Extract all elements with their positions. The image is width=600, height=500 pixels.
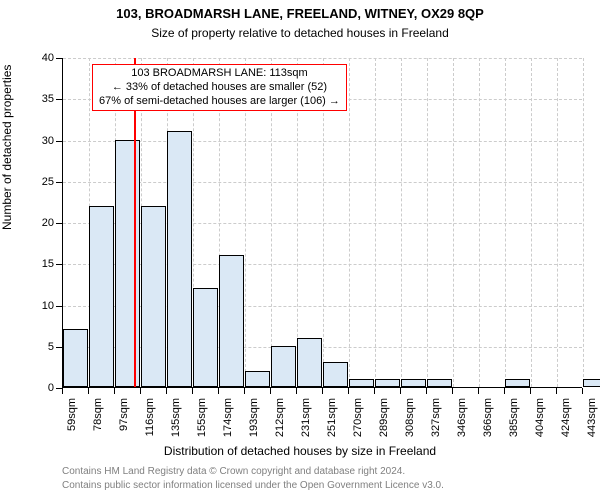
x-tick (62, 388, 63, 394)
y-tick-label: 10 (28, 300, 54, 312)
gridline-v (479, 58, 480, 387)
x-tick-label: 424sqm (560, 398, 572, 448)
annotation-line: 103 BROADMARSH LANE: 113sqm (99, 67, 340, 81)
y-tick-label: 25 (28, 176, 54, 188)
x-tick (114, 388, 115, 394)
x-tick (478, 388, 479, 394)
x-tick (270, 388, 271, 394)
y-tick (56, 306, 62, 307)
gridline-v (531, 58, 532, 387)
gridline-v (557, 58, 558, 387)
histogram-bar (427, 379, 452, 387)
gridline-v (453, 58, 454, 387)
x-tick-label: 212sqm (274, 398, 286, 448)
x-tick-label: 289sqm (378, 398, 390, 448)
histogram-bar (505, 379, 530, 387)
x-axis-title: Distribution of detached houses by size … (0, 444, 600, 458)
x-tick-label: 346sqm (456, 398, 468, 448)
x-tick (244, 388, 245, 394)
x-tick (88, 388, 89, 394)
histogram-bar (401, 379, 426, 387)
x-tick-label: 155sqm (196, 398, 208, 448)
histogram-bar (245, 371, 270, 388)
y-tick-label: 30 (28, 135, 54, 147)
x-tick (400, 388, 401, 394)
y-tick (56, 182, 62, 183)
x-tick (166, 388, 167, 394)
histogram-bar (89, 206, 114, 388)
gridline-v (375, 58, 376, 387)
y-tick-label: 20 (28, 217, 54, 229)
histogram-bar (271, 346, 296, 387)
chart-subtitle: Size of property relative to detached ho… (0, 26, 600, 40)
x-tick-label: 251sqm (326, 398, 338, 448)
y-tick (56, 223, 62, 224)
chart-container: 103, BROADMARSH LANE, FREELAND, WITNEY, … (0, 0, 600, 500)
x-tick (192, 388, 193, 394)
annotation-box: 103 BROADMARSH LANE: 113sqm← 33% of deta… (92, 64, 347, 111)
x-tick (504, 388, 505, 394)
histogram-bar (297, 338, 322, 388)
histogram-bar (219, 255, 244, 387)
x-tick (452, 388, 453, 394)
x-tick (556, 388, 557, 394)
histogram-bar (115, 140, 140, 388)
y-tick-label: 40 (28, 52, 54, 64)
y-tick-label: 5 (28, 341, 54, 353)
x-tick-label: 231sqm (300, 398, 312, 448)
gridline-v (349, 58, 350, 387)
x-tick-label: 193sqm (248, 398, 260, 448)
gridline-v (583, 58, 584, 387)
x-tick (530, 388, 531, 394)
y-tick-label: 15 (28, 258, 54, 270)
x-tick (296, 388, 297, 394)
gridline-v (505, 58, 506, 387)
histogram-bar (167, 131, 192, 387)
x-tick-label: 327sqm (430, 398, 442, 448)
histogram-bar (63, 329, 88, 387)
chart-title: 103, BROADMARSH LANE, FREELAND, WITNEY, … (0, 6, 600, 21)
x-tick-label: 366sqm (482, 398, 494, 448)
x-tick (374, 388, 375, 394)
x-tick-label: 116sqm (144, 398, 156, 448)
histogram-bar (323, 362, 348, 387)
histogram-bar (583, 379, 600, 387)
x-tick (582, 388, 583, 394)
x-tick (140, 388, 141, 394)
y-tick (56, 347, 62, 348)
footer-line: Contains HM Land Registry data © Crown c… (62, 466, 405, 477)
x-tick-label: 97sqm (118, 398, 130, 448)
x-tick (426, 388, 427, 394)
x-tick-label: 308sqm (404, 398, 416, 448)
y-tick-label: 0 (28, 382, 54, 394)
gridline-v (427, 58, 428, 387)
x-tick-label: 135sqm (170, 398, 182, 448)
annotation-line: ← 33% of detached houses are smaller (52… (99, 81, 340, 95)
annotation-line: 67% of semi-detached houses are larger (… (99, 95, 340, 109)
histogram-bar (375, 379, 400, 387)
y-tick (56, 141, 62, 142)
y-tick (56, 99, 62, 100)
x-tick-label: 443sqm (586, 398, 598, 448)
x-tick-label: 59sqm (66, 398, 78, 448)
x-tick-label: 404sqm (534, 398, 546, 448)
y-tick (56, 58, 62, 59)
x-tick-label: 174sqm (222, 398, 234, 448)
histogram-bar (349, 379, 374, 387)
x-tick (348, 388, 349, 394)
x-tick-label: 270sqm (352, 398, 364, 448)
y-tick-label: 35 (28, 93, 54, 105)
x-tick-label: 78sqm (92, 398, 104, 448)
y-tick (56, 264, 62, 265)
x-tick (218, 388, 219, 394)
gridline-v (401, 58, 402, 387)
histogram-bar (141, 206, 166, 388)
histogram-bar (193, 288, 218, 387)
x-tick-label: 385sqm (508, 398, 520, 448)
x-tick (322, 388, 323, 394)
footer-line: Contains public sector information licen… (62, 480, 444, 491)
